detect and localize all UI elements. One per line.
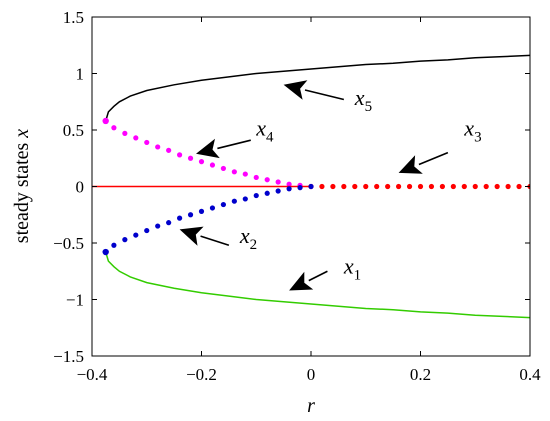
series-point-1	[111, 125, 117, 131]
series-point-4	[177, 215, 183, 221]
series-point-1	[198, 159, 205, 165]
y-tick-label: 1.5	[63, 8, 84, 27]
series-point-1	[253, 174, 259, 181]
series-point-4	[122, 237, 128, 243]
series-point-4	[275, 188, 281, 194]
x-tick-label: 0.4	[519, 365, 541, 384]
series-point-4	[187, 212, 194, 218]
series-point-2	[472, 183, 478, 190]
series-point-1	[166, 147, 172, 153]
series-point-2	[428, 183, 435, 190]
series-point-1	[209, 162, 216, 168]
annotation-arrow-head-2	[398, 155, 423, 174]
series-point-2	[385, 183, 391, 190]
series-point-2	[352, 183, 358, 190]
y-tick-label: −0.5	[53, 234, 84, 253]
series-point-2	[363, 183, 369, 190]
series-point-2	[461, 183, 467, 190]
series-point-4	[155, 223, 161, 229]
annotation-arrow-head-1	[196, 138, 220, 159]
series-line-5	[104, 251, 530, 319]
series-point-2	[494, 183, 500, 190]
series-point-4	[198, 208, 205, 214]
annotation-arrow-shaft-3	[200, 235, 230, 247]
series-point-2	[374, 183, 380, 190]
series-point-1	[133, 135, 139, 141]
y-axis-label: steady states x	[11, 129, 33, 244]
annotation-arrow-shaft-1	[217, 139, 251, 150]
series-point-1	[155, 144, 161, 150]
y-tick-label: 0	[76, 178, 85, 197]
annotation-label-4: x1	[343, 254, 361, 284]
series-point-2	[417, 183, 424, 190]
annotation-arrow-head-3	[179, 226, 204, 246]
series-point-2	[505, 183, 511, 190]
x-tick-label: −0.4	[77, 365, 108, 384]
annotation-label-1: x4	[255, 116, 274, 146]
series-point-1	[242, 171, 248, 177]
series-point-4	[111, 242, 117, 248]
endpoint-marker	[102, 248, 109, 256]
series-point-2	[341, 183, 347, 190]
series-line-0	[104, 54, 530, 122]
y-tick-label: −1.5	[53, 347, 84, 366]
series-point-4	[144, 227, 150, 234]
endpoint-marker	[102, 117, 109, 125]
y-axis-label-symbol: x	[11, 129, 33, 139]
ticks-layer: −0.4 −0.2 0 0.2 0.4 −1.5 −1 −0.5 0 0.5 1 1.5	[53, 8, 541, 384]
series-point-1	[122, 130, 128, 136]
y-tick-label: 0.5	[63, 121, 84, 140]
series-point-4	[220, 201, 226, 208]
annotation-label-2: x3	[463, 116, 481, 146]
x-tick-label: 0.2	[410, 365, 431, 384]
annotation-arrow-head-4	[289, 271, 314, 291]
series-point-4	[231, 198, 237, 204]
series-point-4	[242, 196, 248, 202]
y-axis-label-text: steady states	[11, 142, 33, 243]
series-point-2	[483, 183, 489, 190]
series-point-4	[166, 220, 172, 226]
series-point-2	[439, 183, 445, 190]
series-point-4	[253, 192, 259, 199]
series-point-2	[516, 183, 522, 190]
series-point-4	[209, 205, 216, 211]
markers-layer	[102, 117, 109, 256]
series-point-1	[144, 139, 150, 146]
x-tick-label: −0.2	[186, 365, 217, 384]
annotation-arrow-shaft-2	[418, 151, 449, 166]
series-point-2	[330, 183, 336, 190]
series-point-2	[396, 183, 402, 190]
annotations-layer: x5 x4 x3 x2 x1	[179, 80, 482, 291]
y-tick-label: 1	[76, 65, 85, 84]
annotation-arrow-head-0	[283, 80, 308, 100]
x-tick-label: 0	[307, 365, 316, 384]
series-point-4	[264, 190, 270, 196]
series-layer	[92, 54, 530, 319]
series-point-1	[286, 181, 292, 187]
series-point-2	[319, 183, 325, 190]
annotation-label-0: x5	[354, 85, 372, 115]
annotation-arrow-shaft-0	[304, 89, 345, 101]
series-point-4	[286, 186, 292, 192]
annotation-label-3: x2	[239, 223, 257, 253]
annotation-arrow-shaft-4	[308, 270, 328, 282]
series-point-1	[275, 179, 281, 185]
series-point-4	[133, 232, 139, 238]
series-point-1	[264, 177, 270, 183]
x-axis-label: r	[307, 395, 315, 417]
series-point-4	[308, 183, 314, 190]
series-point-2	[450, 183, 456, 190]
series-point-1	[187, 155, 194, 161]
series-point-2	[406, 183, 413, 190]
y-tick-label: −1	[66, 291, 84, 310]
series-point-1	[220, 165, 226, 172]
series-point-1	[177, 152, 183, 158]
series-point-1	[231, 169, 237, 175]
series-point-4	[297, 185, 303, 191]
